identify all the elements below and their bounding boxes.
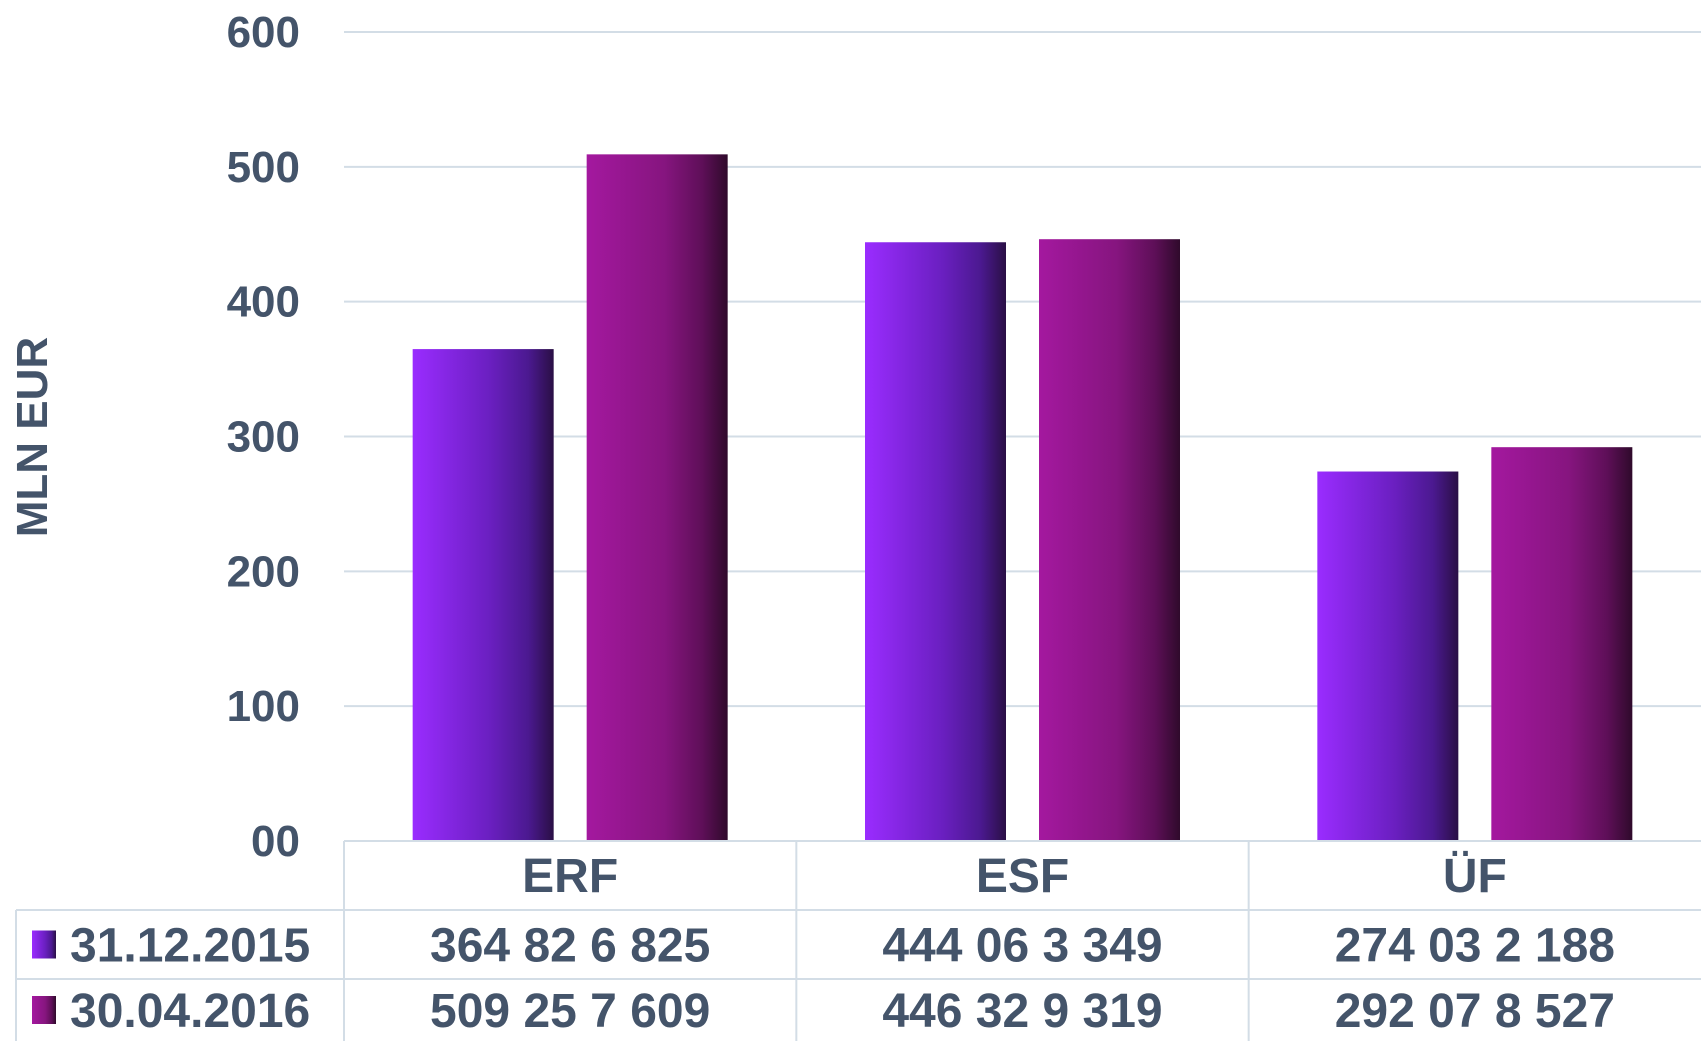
y-tick-label: 400 (227, 278, 300, 327)
table-cell-value: 509 25 7 609 (430, 985, 710, 1038)
series-name: 31.12.2015 (70, 920, 310, 973)
category-label: ESF (976, 850, 1069, 903)
legend-key-series-1 (32, 930, 56, 959)
table-cell-value: 446 32 9 319 (882, 985, 1162, 1038)
bar-erf-series-2 (586, 154, 728, 841)
data-table: ERF ESF ÜF 31.12.2015 364 82 6 825 444 06 3 3… (15, 840, 1701, 1041)
bar-üf-series-2 (1491, 447, 1633, 841)
table-cell-value: 364 82 6 825 (430, 920, 710, 973)
y-tick-label: 100 (227, 682, 300, 731)
table-cell-value: 274 03 2 188 (1335, 920, 1615, 973)
table-cell-value: 444 06 3 349 (882, 920, 1162, 973)
table-cell-value: 292 07 8 527 (1335, 985, 1615, 1038)
bar-erf-series-1 (412, 349, 554, 841)
gridlines (344, 31, 1701, 842)
bar-üf-series-1 (1317, 471, 1459, 841)
y-axis-label: MLN EUR (8, 337, 57, 537)
legend-key-series-2 (32, 996, 56, 1024)
bar-esf-series-2 (1039, 239, 1180, 842)
category-label: ÜF (1443, 850, 1507, 903)
y-tick-label: 500 (227, 143, 300, 192)
y-axis-ticks: 00 100 200 300 400 500 600 (227, 8, 300, 866)
bar-esf-series-1 (865, 242, 1006, 841)
series-name: 30.04.2016 (70, 985, 310, 1038)
bars (412, 154, 1633, 842)
y-tick-label: 300 (227, 413, 300, 462)
y-tick-label: 00 (251, 817, 300, 866)
y-tick-label: 600 (227, 8, 300, 57)
category-label: ERF (522, 850, 618, 903)
y-tick-label: 200 (227, 547, 300, 596)
